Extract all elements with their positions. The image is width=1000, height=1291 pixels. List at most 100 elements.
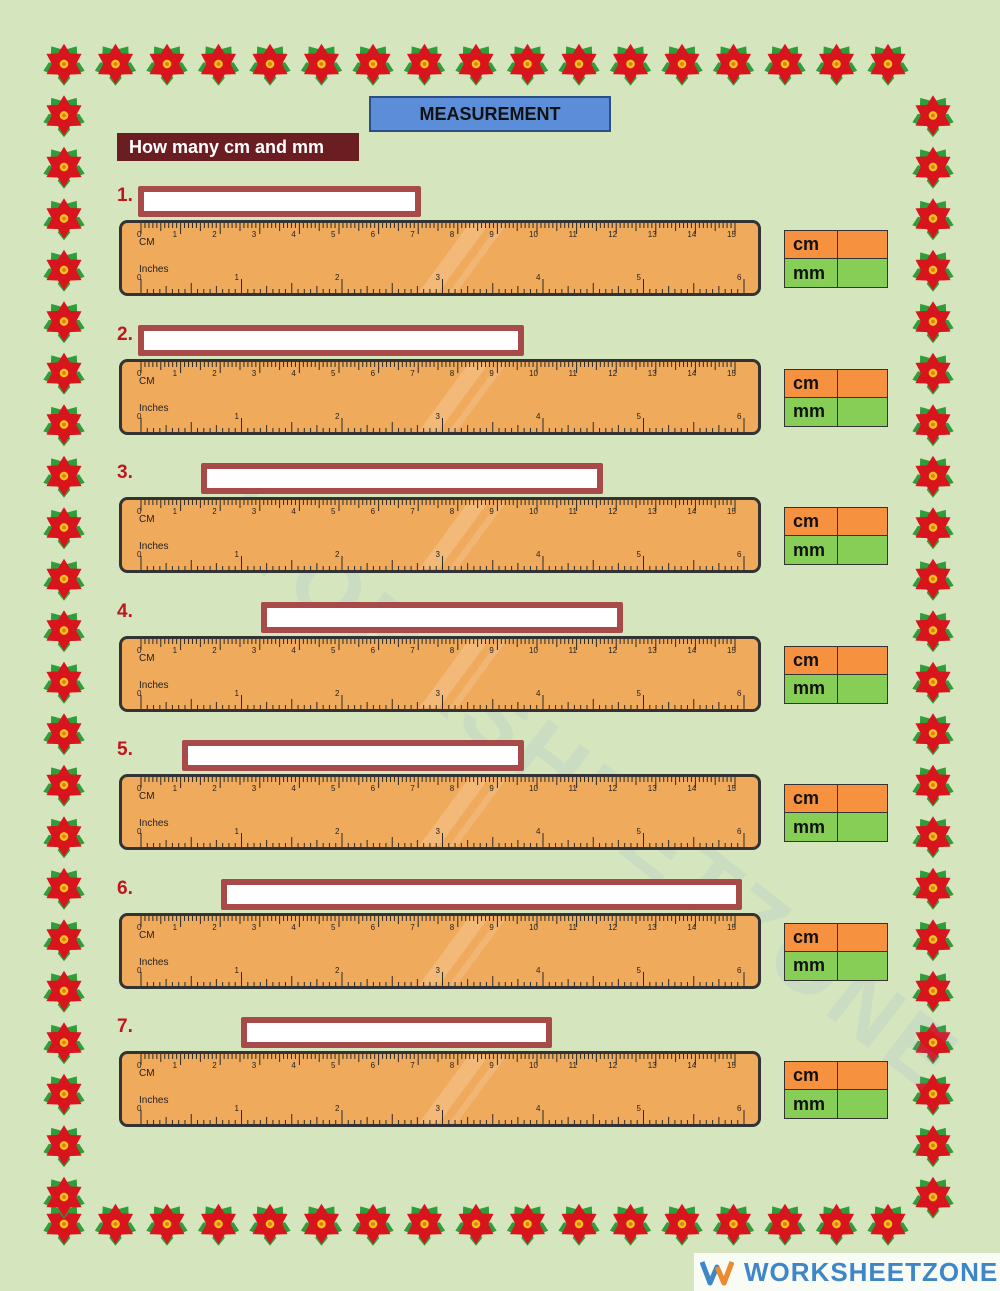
cm-tick-label: 5	[331, 923, 336, 932]
inch-tick-label: 5	[637, 966, 642, 975]
poinsettia-icon	[764, 1203, 806, 1246]
inch-tick-label: 5	[637, 412, 642, 421]
cm-unit-label: CM	[139, 653, 155, 664]
cm-tick-label: 2	[212, 923, 217, 932]
poinsettia-icon	[912, 404, 954, 447]
cm-tick-label: 7	[410, 923, 415, 932]
poinsettia-icon	[912, 1073, 954, 1116]
inch-tick-label: 5	[637, 550, 642, 559]
cm-answer-row: cm	[784, 645, 888, 675]
mm-label: mm	[784, 951, 838, 981]
cm-tick-label: 6	[371, 784, 376, 793]
cm-answer-field[interactable]	[838, 230, 888, 259]
poinsettia-icon	[912, 1125, 954, 1168]
cm-tick-label: 10	[529, 230, 538, 239]
inch-tick-label: 1	[235, 550, 240, 559]
cm-tick-label: 11	[569, 646, 578, 655]
page-title: MEASUREMENT	[369, 96, 611, 132]
cm-tick-label: 3	[252, 1061, 257, 1070]
poinsettia-icon	[912, 713, 954, 756]
poinsettia-icon	[352, 1203, 394, 1246]
cm-tick-label: 1	[173, 784, 178, 793]
brand-footer: WORKSHEETZONE	[694, 1253, 1000, 1291]
poinsettia-icon	[912, 301, 954, 344]
cm-answer-field[interactable]	[838, 784, 888, 813]
cm-tick-label: 8	[450, 923, 455, 932]
inch-tick-label: 4	[536, 689, 541, 698]
cm-tick-label: 10	[529, 1061, 538, 1070]
mm-answer-field[interactable]	[838, 813, 888, 842]
inch-tick-label: 0	[137, 689, 142, 698]
inch-tick-label: 1	[235, 966, 240, 975]
poinsettia-icon	[146, 1203, 188, 1246]
poinsettia-icon	[403, 43, 446, 86]
cm-tick-label: 15	[727, 1061, 736, 1070]
inch-tick-label: 2	[335, 273, 340, 282]
poinsettia-icon	[43, 764, 85, 807]
inch-tick-label: 1	[235, 412, 240, 421]
exercise-item: 3. 0 1 2 3 4 5 6 7 8 9 10 11 12 13 14 15 0 1 2 3 4 5 6 CM Inches c…	[0, 462, 1000, 600]
mm-answer-field[interactable]	[838, 951, 888, 981]
cm-tick-label: 12	[608, 230, 617, 239]
poinsettia-icon	[43, 1022, 85, 1065]
cm-tick-label: 5	[331, 784, 336, 793]
inch-tick-label: 1	[235, 689, 240, 698]
cm-tick-label: 10	[529, 646, 538, 655]
poinsettia-icon	[43, 661, 85, 704]
poinsettia-icon	[146, 43, 188, 86]
cm-answer-row: cm	[784, 368, 888, 398]
inch-unit-label: Inches	[139, 1095, 168, 1106]
inch-tick-label: 5	[637, 1104, 642, 1113]
cm-answer-field[interactable]	[838, 922, 888, 952]
poinsettia-icon	[912, 455, 954, 498]
cm-tick-label: 8	[450, 646, 455, 655]
cm-answer-row: cm	[784, 784, 888, 813]
cm-tick-label: 14	[687, 369, 696, 378]
mm-answer-row: mm	[784, 951, 888, 981]
mm-label: mm	[784, 397, 838, 427]
cm-answer-field[interactable]	[838, 368, 888, 398]
cm-answer-field[interactable]	[838, 1061, 888, 1090]
mm-answer-field[interactable]	[838, 674, 888, 704]
poinsettia-icon	[43, 919, 85, 962]
exercise-item: 6. 0 1 2 3 4 5 6 7 8 9 10 11 12 13 14 15 0 1 2 3 4 5 6 CM Inches c…	[0, 878, 1000, 1016]
poinsettia-icon	[455, 43, 497, 86]
cm-answer-field[interactable]	[838, 507, 888, 536]
mm-answer-field[interactable]	[838, 397, 888, 427]
cm-tick-label: 6	[371, 1061, 376, 1070]
poinsettia-icon	[912, 764, 954, 807]
inch-unit-label: Inches	[139, 403, 168, 414]
poinsettia-icon	[43, 146, 85, 189]
inch-tick-label: 4	[536, 827, 541, 836]
cm-answer-field[interactable]	[838, 645, 888, 675]
cm-tick-label: 15	[727, 646, 736, 655]
cm-tick-label: 12	[608, 369, 617, 378]
mm-answer-field[interactable]	[838, 1090, 888, 1119]
inch-tick-label: 2	[335, 966, 340, 975]
answer-box: cm mm	[784, 230, 888, 288]
mm-label: mm	[784, 259, 838, 288]
cm-tick-label: 3	[252, 230, 257, 239]
mm-answer-field[interactable]	[838, 259, 888, 288]
inch-unit-label: Inches	[139, 264, 168, 275]
cm-tick-label: 0	[137, 646, 142, 655]
poinsettia-icon	[43, 352, 85, 395]
cm-tick-label: 1	[173, 369, 178, 378]
cm-tick-label: 3	[252, 923, 257, 932]
exercise-item: 4. 0 1 2 3 4 5 6 7 8 9 10 11 12 13 14 15 0 1 2 3 4 5 6 CM Inches c…	[0, 601, 1000, 739]
cm-tick-label: 6	[371, 646, 376, 655]
poinsettia-icon	[609, 43, 652, 86]
answer-box: cm mm	[784, 922, 888, 981]
cm-tick-label: 14	[687, 230, 696, 239]
cm-tick-label: 9	[489, 369, 494, 378]
mm-answer-field[interactable]	[838, 536, 888, 565]
poinsettia-icon	[912, 661, 954, 704]
poinsettia-icon	[43, 455, 85, 498]
cm-tick-label: 2	[212, 507, 217, 516]
poinsettia-icon	[912, 352, 954, 395]
cm-tick-label: 14	[687, 784, 696, 793]
cm-answer-row: cm	[784, 1061, 888, 1090]
